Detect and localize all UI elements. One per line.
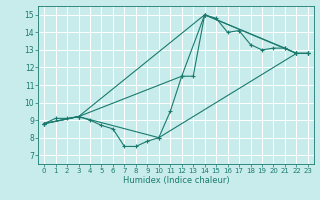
X-axis label: Humidex (Indice chaleur): Humidex (Indice chaleur) xyxy=(123,176,229,185)
